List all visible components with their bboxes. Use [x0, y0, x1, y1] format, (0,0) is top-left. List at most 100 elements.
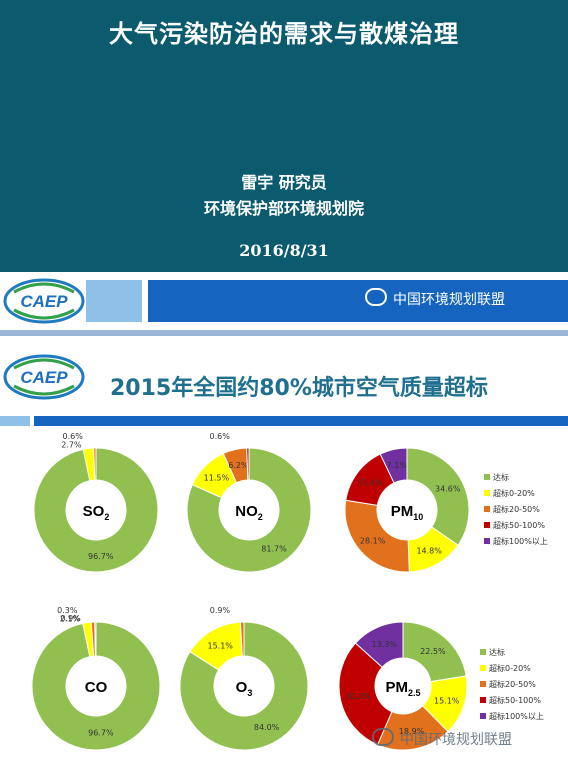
slice-label: 15.1%: [207, 641, 233, 650]
band-accent-light: [86, 280, 142, 322]
center-label-sub: 2: [258, 512, 263, 522]
slice-label: 0.9%: [210, 606, 231, 615]
center-label-main: O: [236, 679, 248, 696]
organization-line: 环境保护部环境规划院: [203, 199, 364, 218]
center-label: O3: [236, 679, 253, 698]
slice-label: 7.1%: [387, 461, 408, 470]
slice-label: 22.5%: [420, 647, 446, 656]
slice-label: 0.3%: [57, 606, 78, 615]
legend-swatch: [480, 649, 486, 655]
watermark-text: 中国环境规划联盟: [393, 292, 505, 308]
date-line: 2016/8/31: [239, 241, 329, 260]
center-label-main: NO: [235, 503, 258, 520]
donut-slice: [379, 447, 408, 484]
slice-label: 6.2%: [228, 461, 249, 470]
slice-label: 11.5%: [204, 474, 230, 483]
wechat-icon: [372, 728, 394, 746]
legend-swatch: [480, 665, 486, 671]
donut-slice: [239, 621, 245, 657]
slice-label: 15.4%: [357, 478, 383, 487]
center-label-sub: 2.5: [408, 688, 421, 698]
legend-swatch: [484, 522, 490, 528]
slice-label: 0.6%: [210, 432, 231, 441]
center-label-sub: 2: [104, 512, 109, 522]
donut-chart-o3: 84.0% 15.1% 0.9% O3: [179, 606, 309, 751]
title-slide: [0, 0, 568, 272]
slice-label: 96.7%: [88, 552, 114, 561]
logo-text: CAEP: [20, 368, 68, 387]
center-label: PM10: [391, 503, 424, 522]
legend-swatch: [484, 506, 490, 512]
watermark-bottom: 中国环境规划联盟: [372, 728, 512, 749]
slice-label: 2.7%: [61, 441, 82, 450]
slice-label: 18.9%: [399, 727, 425, 736]
donut-slice: [33, 447, 159, 573]
watermark-text: 中国环境规划联盟: [400, 732, 512, 748]
donut-slice: [344, 499, 410, 573]
donut-slice: [406, 447, 470, 546]
center-label: CO: [85, 679, 108, 696]
legend-label: 超标50-100%: [493, 520, 545, 530]
center-label-sub: 3: [247, 688, 252, 698]
band-accent-dark: [148, 280, 568, 322]
slice-label: 28.1%: [360, 537, 386, 546]
donut-slice: [179, 621, 309, 751]
slice-label: 2.1%: [60, 615, 81, 624]
slice-label: 0.9%: [60, 614, 81, 623]
title-rule-dark: [34, 416, 568, 426]
legend-label: 达标: [493, 472, 509, 482]
slice-label: 0.6%: [63, 432, 84, 441]
legend-label: 达标: [489, 647, 505, 657]
legend-swatch: [484, 474, 490, 480]
slice-label: 34.6%: [435, 485, 461, 494]
slice-label: 30.2%: [345, 692, 371, 701]
legend-label: 超标0-20%: [489, 663, 531, 673]
logo-text: CAEP: [20, 292, 68, 311]
slice-label: 96.7%: [88, 729, 114, 738]
center-label: PM2.5: [385, 679, 420, 698]
slice-label: 13.3%: [372, 640, 398, 649]
donut-slice: [94, 621, 97, 657]
donut-slice: [186, 447, 312, 573]
donut-slice: [338, 642, 393, 746]
donut-slice: [93, 447, 97, 481]
donut-slice: [31, 621, 161, 751]
slice-label: 84.0%: [254, 723, 280, 732]
center-label-sub: 10: [413, 512, 423, 522]
author-line: 雷宇 研究员: [241, 173, 327, 192]
legend-swatch: [480, 681, 486, 687]
donut-slice: [354, 621, 404, 668]
center-label: SO2: [83, 503, 110, 522]
legend-label: 超标50-100%: [489, 695, 541, 705]
center-label-main: PM: [391, 503, 414, 520]
center-label-main: PM: [385, 679, 408, 696]
center-label-main: SO: [83, 503, 105, 520]
wechat-icon: [365, 288, 387, 306]
caep-logo-top: CAEP: [3, 278, 85, 324]
title-rule-light: [0, 416, 30, 426]
donut-chart-no2: 81.7% 11.5% 6.2% 0.6% NO2: [186, 432, 312, 573]
slide-title: 大气污染防治的需求与散煤治理: [109, 20, 459, 48]
watermark-top: 中国环境规划联盟: [365, 288, 505, 309]
donut-slice: [402, 621, 467, 683]
caep-logo-slide3: CAEP: [3, 354, 85, 400]
chart-slide-title: 2015年全国约80%城市空气质量超标: [110, 376, 488, 401]
donut-chart-co: 96.7% 2.1%0.9%0.3% CO: [31, 606, 161, 751]
legend-label: 超标20-50%: [489, 679, 536, 689]
donut-slice: [246, 447, 250, 481]
legend-swatch: [480, 713, 486, 719]
legend-label: 超标100%以上: [493, 536, 548, 546]
legend-label: 超标0-20%: [493, 488, 535, 498]
legend-label: 超标20-50%: [493, 504, 540, 514]
donut-chart-so2: 96.7% 2.7%0.6% SO2: [33, 432, 159, 573]
slice-label: 14.8%: [416, 546, 442, 555]
legend-label: 超标100%以上: [489, 711, 544, 721]
slice-label: 81.7%: [261, 545, 287, 554]
band-separator: [0, 330, 568, 336]
legend-swatch: [480, 697, 486, 703]
center-label: NO2: [235, 503, 263, 522]
slice-label: 15.1%: [434, 696, 460, 705]
